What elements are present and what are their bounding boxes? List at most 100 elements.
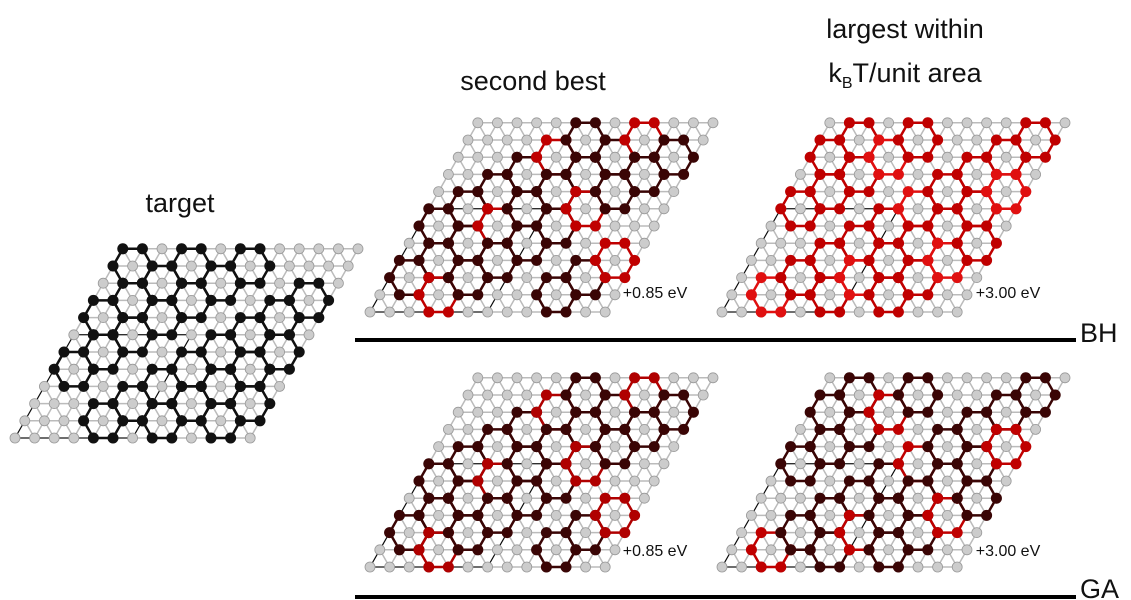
atom	[374, 289, 386, 301]
ring-atom	[234, 415, 246, 427]
ring-atom	[629, 406, 641, 418]
atom	[9, 432, 21, 444]
atom	[127, 432, 139, 444]
ring-atom	[599, 134, 611, 146]
atom	[795, 527, 806, 538]
column-title: target	[145, 188, 215, 218]
atom	[1030, 389, 1041, 401]
ring-atom	[570, 220, 582, 232]
ring-atom	[775, 561, 787, 573]
atom	[639, 389, 650, 401]
atom	[912, 389, 924, 401]
ring-atom	[629, 186, 641, 198]
column-title: largest within	[826, 14, 984, 44]
atom	[433, 220, 445, 232]
ring-atom	[902, 475, 914, 487]
ring-atom	[981, 475, 993, 487]
atom	[472, 117, 484, 129]
atom	[384, 561, 396, 573]
atom	[550, 441, 562, 453]
atom	[658, 203, 670, 215]
atom	[29, 398, 40, 410]
ring-atom	[195, 243, 207, 255]
ring-atom	[961, 406, 973, 418]
ring-atom	[961, 186, 973, 198]
ring-atom	[951, 492, 963, 504]
ring-atom	[922, 509, 934, 521]
atom	[384, 306, 396, 318]
atom	[883, 510, 894, 521]
ring-atom	[814, 203, 826, 215]
ring-atom	[951, 237, 963, 249]
ring-atom	[648, 117, 660, 129]
atom	[824, 151, 836, 163]
ring-atom	[531, 186, 543, 198]
ring-atom	[981, 186, 993, 198]
atom	[765, 475, 777, 487]
atom	[853, 306, 865, 318]
ring-atom	[1010, 134, 1022, 146]
atom	[323, 260, 335, 272]
ring-atom	[1020, 406, 1032, 418]
ring-atom	[234, 277, 246, 289]
atom	[697, 389, 709, 401]
ring-atom	[814, 527, 826, 539]
ring-atom	[225, 398, 237, 410]
ring-atom	[863, 289, 875, 301]
ring-atom	[234, 243, 246, 255]
ring-atom	[863, 509, 875, 521]
ring-atom	[990, 203, 1002, 215]
ring-atom	[873, 389, 885, 401]
ring-atom	[136, 346, 148, 358]
ring-atom	[932, 272, 944, 284]
ring-atom	[834, 306, 846, 318]
atom	[795, 458, 806, 470]
atom	[668, 406, 680, 418]
ring-atom	[570, 544, 582, 556]
atom	[853, 203, 865, 215]
ring-atom	[146, 329, 158, 341]
atom	[942, 220, 953, 232]
ring-atom	[254, 243, 266, 255]
ring-atom	[146, 398, 158, 410]
ring-atom	[413, 289, 425, 301]
ring-atom	[932, 237, 944, 249]
ring-atom	[560, 134, 572, 146]
atom	[795, 423, 806, 435]
ring-atom	[843, 254, 855, 266]
ring-atom	[423, 203, 435, 215]
ring-atom	[423, 306, 435, 318]
ring-atom	[78, 346, 90, 358]
atom	[853, 389, 865, 401]
ring-atom	[814, 306, 826, 318]
ring-atom	[501, 492, 513, 504]
ring-atom	[423, 458, 435, 470]
atom	[491, 475, 503, 487]
ring-atom	[863, 186, 875, 198]
atom	[156, 243, 168, 255]
atom	[883, 475, 894, 487]
ring-atom	[560, 561, 572, 573]
ring-atom	[804, 186, 816, 198]
ring-atom	[599, 389, 611, 401]
ring-atom	[531, 254, 543, 266]
ring-atom	[136, 243, 148, 255]
atom	[185, 329, 197, 341]
atom	[48, 398, 60, 410]
ring-atom	[205, 432, 217, 444]
atom	[765, 289, 777, 301]
ring-atom	[570, 441, 582, 453]
ring-atom	[687, 406, 699, 418]
atom	[609, 441, 621, 453]
atom	[853, 423, 865, 435]
atom	[501, 389, 513, 401]
atom	[912, 203, 924, 215]
ring-atom	[166, 260, 178, 272]
ring-atom	[58, 346, 70, 358]
atom	[215, 415, 227, 427]
atom	[629, 475, 640, 487]
ring-atom	[922, 372, 934, 384]
ring-atom	[136, 277, 148, 289]
ring-atom	[570, 406, 582, 418]
atom	[1000, 186, 1012, 198]
